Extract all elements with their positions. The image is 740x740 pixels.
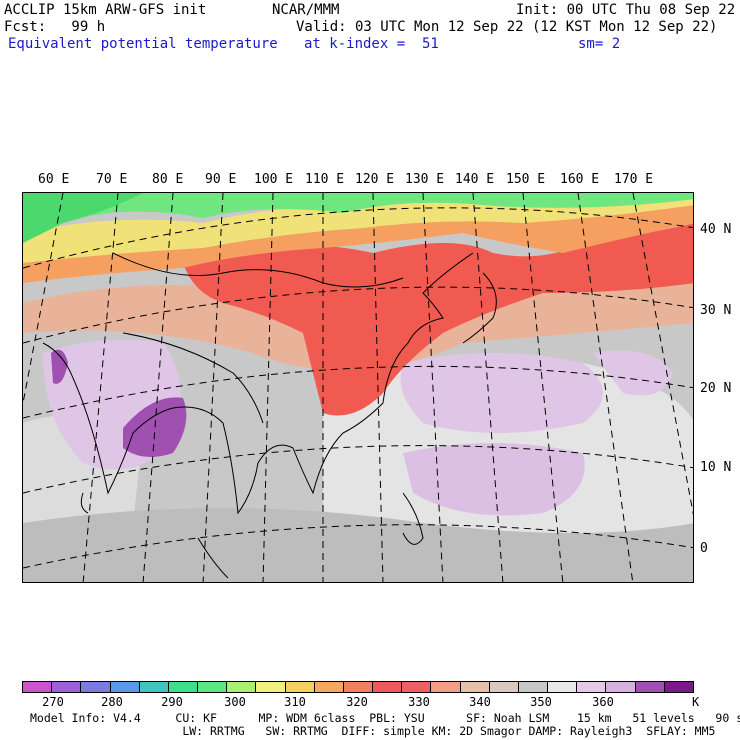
colorbar-swatch [489, 682, 519, 692]
lat-label: 0 [700, 541, 708, 556]
colorbar-tick: 320 [346, 695, 368, 709]
lon-label: 140 E [455, 172, 495, 187]
northwest-green-region [23, 193, 143, 243]
colorbar-tick: 270 [42, 695, 64, 709]
lon-label: 120 E [355, 172, 395, 187]
center-name: NCAR/MMM [272, 2, 340, 18]
lat-label: 40 N [700, 222, 732, 237]
colorbar-swatch [23, 682, 53, 692]
meridian [142, 193, 174, 582]
run-title: ACCLIP 15km ARW-GFS init [4, 2, 207, 18]
philippines-coastline [402, 492, 424, 545]
meridian [372, 193, 384, 582]
forecast-hour: Fcst: 99 h [4, 19, 106, 35]
longitude-lines [23, 193, 693, 582]
colorbar-swatch [460, 682, 490, 692]
meridian [422, 193, 444, 582]
sumatra-coastline [197, 537, 229, 579]
colorbar-tick: 300 [224, 695, 246, 709]
colorbar-swatch [518, 682, 549, 692]
coastlines [42, 252, 497, 579]
color-scale-bar [22, 681, 694, 693]
philippine-sea-lavender-region [403, 443, 585, 516]
colorbar-swatch [198, 682, 228, 692]
colorbar-swatch [431, 682, 461, 692]
border-himalaya [122, 332, 264, 424]
colorbar-tick: 340 [469, 695, 491, 709]
equivalent-potential-temperature-map [22, 192, 694, 583]
lat-label: 20 N [700, 381, 732, 396]
colorbar-swatch [256, 682, 286, 692]
far-east-lavender-region [593, 350, 673, 396]
init-time: Init: 00 UTC Thu 08 Sep 22 [516, 2, 736, 18]
colorbar-swatch [606, 682, 636, 692]
latitude-lines [23, 207, 693, 569]
meridian [577, 193, 634, 582]
arabian-sea-purple-region [51, 349, 68, 384]
colorbar-tick: 280 [101, 695, 123, 709]
asia-coastline [42, 252, 474, 515]
meridian [522, 193, 564, 582]
sri-lanka-coastline [80, 492, 89, 514]
colorbar-swatch [664, 682, 693, 692]
meridian [632, 193, 693, 516]
meridian [82, 193, 119, 582]
parallel-40n [23, 207, 693, 269]
smoothing: sm= 2 [578, 36, 621, 52]
colorbar-swatch [52, 682, 82, 692]
parallel-10n [23, 445, 693, 494]
lon-label: 60 E [38, 172, 70, 187]
colorbar-tick: 360 [592, 695, 614, 709]
equatorial-gray-strip [23, 508, 693, 582]
colorbar-tick: 330 [408, 695, 430, 709]
lon-label: 130 E [405, 172, 445, 187]
colorbar-unit: K [692, 695, 700, 709]
northern-green-region [23, 193, 693, 238]
border-north [112, 252, 404, 288]
model-info-line1: Model Info: V4.4 CU: KF MP: WDM 6class P… [30, 711, 740, 725]
colorbar-swatch [81, 682, 111, 692]
field-name: Equivalent potential temperature [8, 36, 278, 52]
colorbar-swatch [285, 682, 315, 692]
lon-label: 90 E [205, 172, 237, 187]
colorbar-swatch [227, 682, 257, 692]
colorbar-swatch [168, 682, 199, 692]
parallel-0 [23, 524, 693, 569]
colorbar-swatch [577, 682, 607, 692]
lon-label: 110 E [305, 172, 345, 187]
colorbar-tick: 310 [284, 695, 306, 709]
colorbar-swatch [110, 682, 140, 692]
lon-label: 170 E [614, 172, 654, 187]
lon-label: 70 E [96, 172, 128, 187]
colorbar-tick: 350 [530, 695, 552, 709]
lon-label: 80 E [152, 172, 184, 187]
meridian [472, 193, 504, 582]
valid-time: Valid: 03 UTC Mon 12 Sep 22 (12 KST Mon … [296, 19, 718, 35]
level-index: at k-index = 51 [304, 36, 439, 52]
map-canvas [23, 193, 693, 582]
lon-label: 160 E [560, 172, 600, 187]
meridian [262, 193, 274, 582]
colorbar-swatch [314, 682, 344, 692]
colorbar-swatch [402, 682, 432, 692]
colorbar-swatch [373, 682, 403, 692]
colorbar-tick: 290 [161, 695, 183, 709]
yellow-belt [23, 193, 693, 263]
colorbar-swatch [343, 682, 374, 692]
lat-label: 10 N [700, 460, 732, 475]
parallel-30n [23, 286, 693, 344]
lon-label: 150 E [506, 172, 546, 187]
parallel-20n [23, 365, 693, 419]
colorbar-swatch [635, 682, 665, 692]
colorbar-swatch [139, 682, 169, 692]
colorbar-swatch [548, 682, 578, 692]
lat-label: 30 N [700, 303, 732, 318]
model-info-line2: LW: RRTMG SW: RRTMG DIFF: simple KM: 2D … [30, 724, 716, 738]
pacific-lavender-region [400, 353, 603, 433]
lon-label: 100 E [254, 172, 294, 187]
japan-coastline [462, 272, 497, 344]
meridian [202, 193, 224, 582]
